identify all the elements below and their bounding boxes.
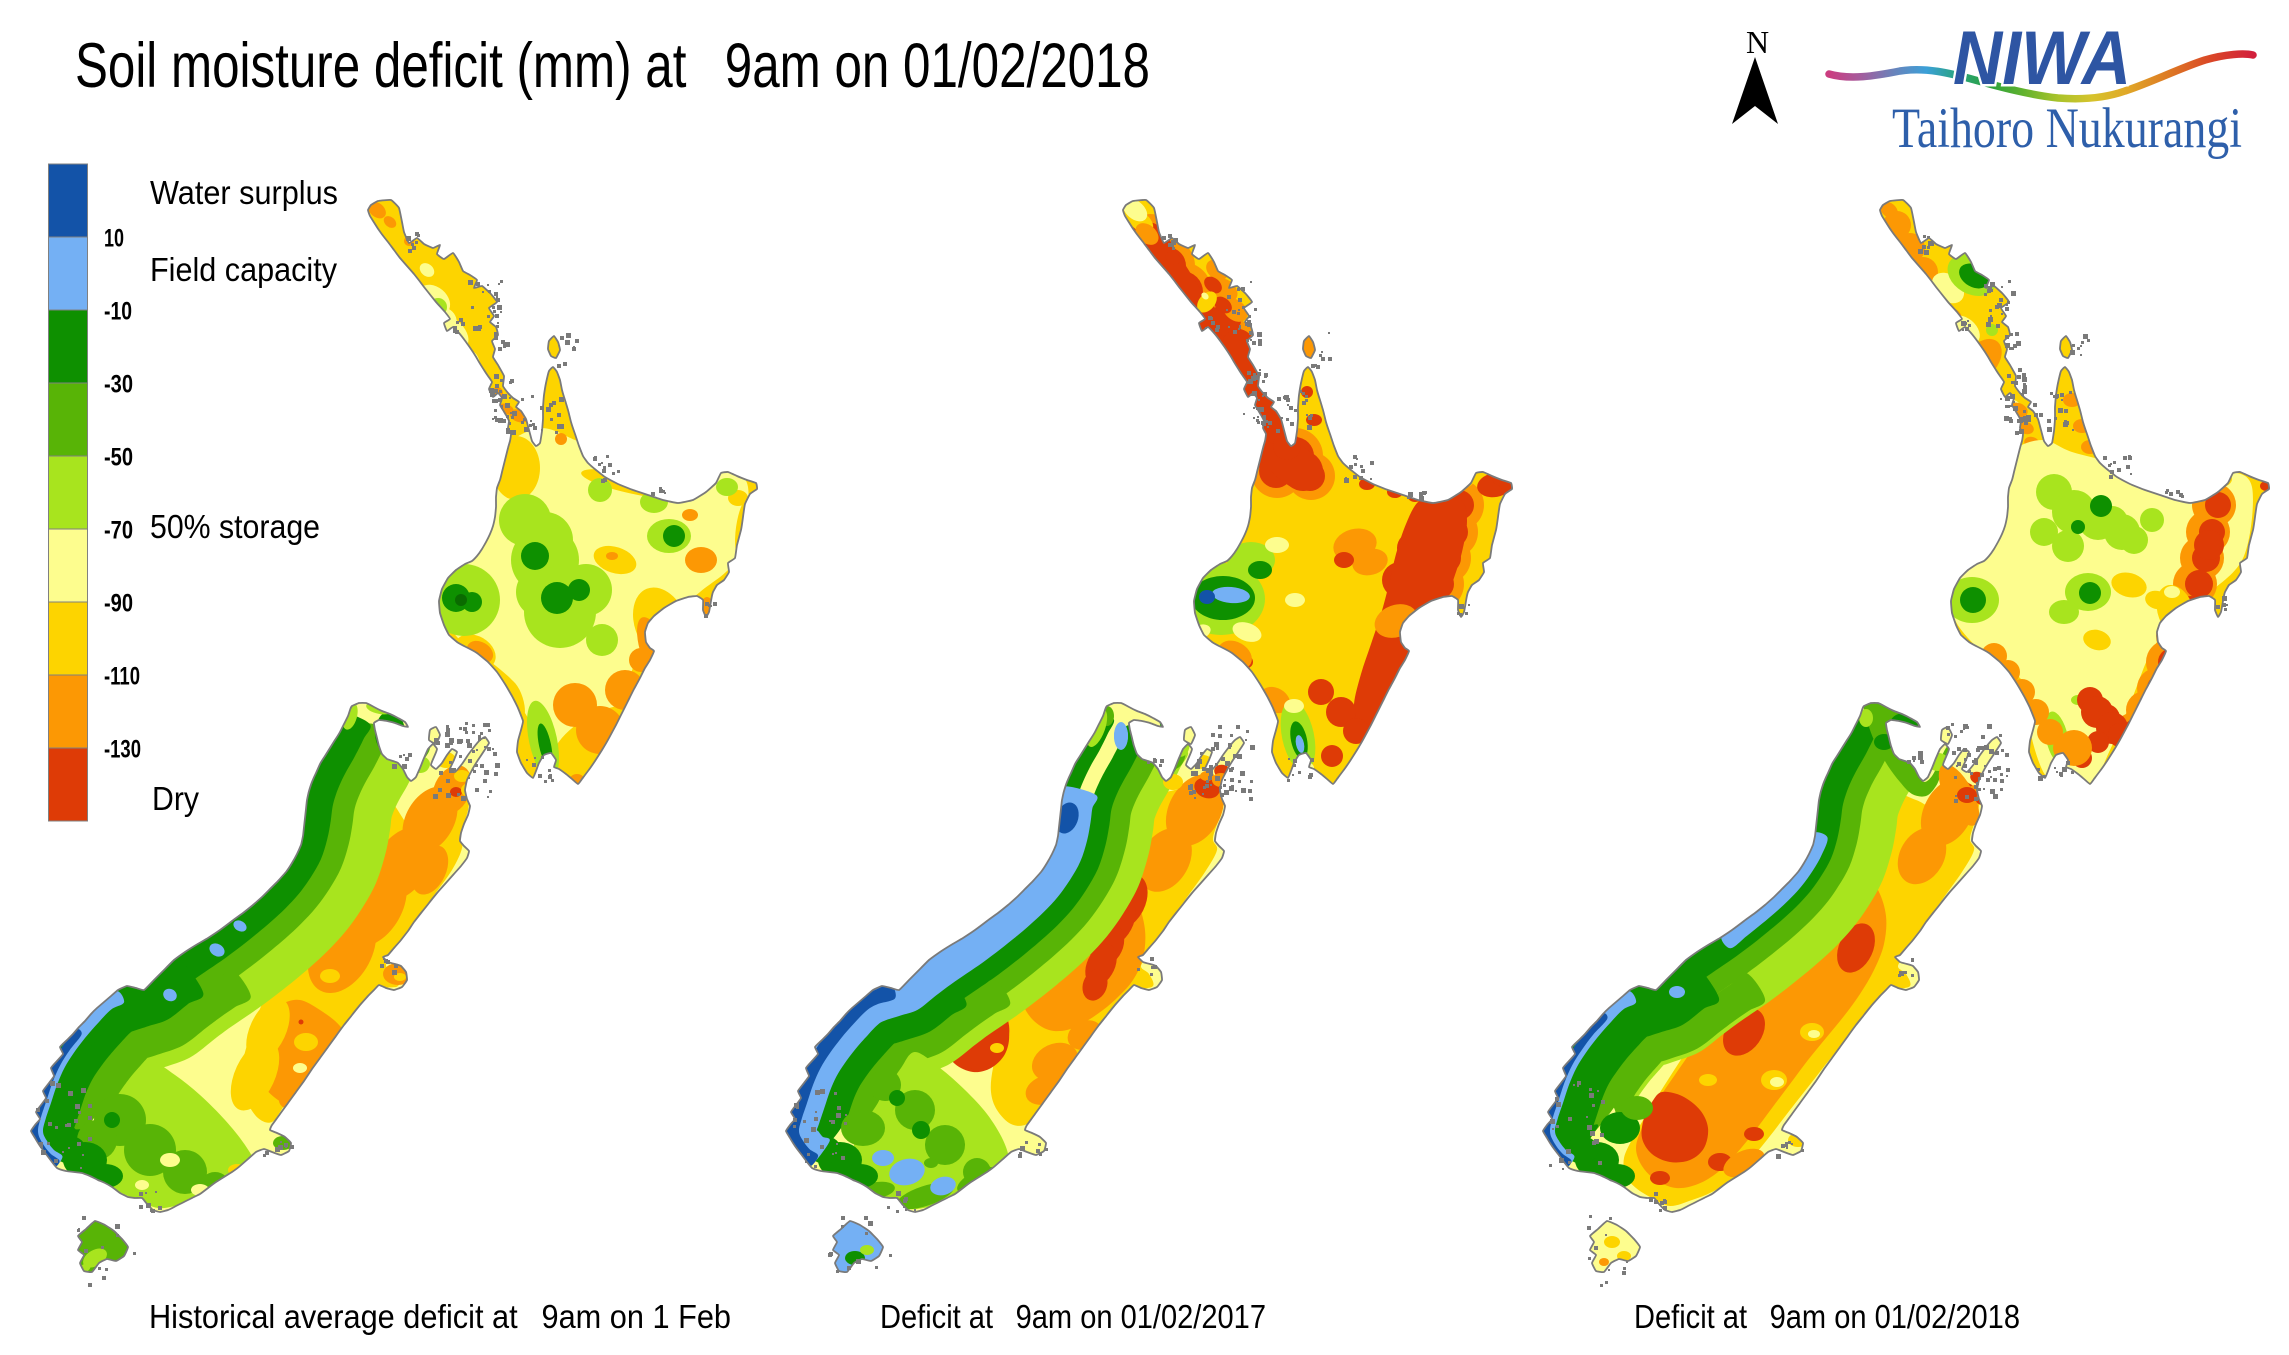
svg-text:-30: -30: [104, 371, 133, 399]
svg-text:Deficit at 9am on 01/02/2018: Deficit at 9am on 01/02/2018: [1634, 1298, 2020, 1335]
svg-text:-90: -90: [104, 590, 133, 618]
svg-text:-70: -70: [104, 517, 133, 545]
svg-text:Taihoro Nukurangi: Taihoro Nukurangi: [1892, 97, 2242, 160]
svg-text:NIWA: NIWA: [1953, 16, 2131, 101]
svg-text:-50: -50: [104, 444, 133, 472]
svg-text:N: N: [1746, 24, 1769, 60]
svg-text:-10: -10: [104, 298, 132, 326]
svg-text:Historical average deficit at: Historical average deficit at 9am on 1 F…: [149, 1298, 731, 1335]
svg-text:-110: -110: [104, 663, 140, 691]
svg-text:10: 10: [104, 225, 124, 253]
svg-text:-130: -130: [104, 736, 141, 764]
svg-text:Field capacity: Field capacity: [150, 251, 337, 288]
svg-text:Soil moisture deficit (mm) at: Soil moisture deficit (mm) at 9am on 01/…: [75, 31, 1150, 101]
svg-text:Water surplus: Water surplus: [150, 174, 338, 211]
svg-text:Deficit at 9am on 01/02/2017: Deficit at 9am on 01/02/2017: [880, 1298, 1266, 1335]
svg-text:50% storage: 50% storage: [150, 508, 320, 545]
svg-text:Dry: Dry: [152, 780, 199, 817]
